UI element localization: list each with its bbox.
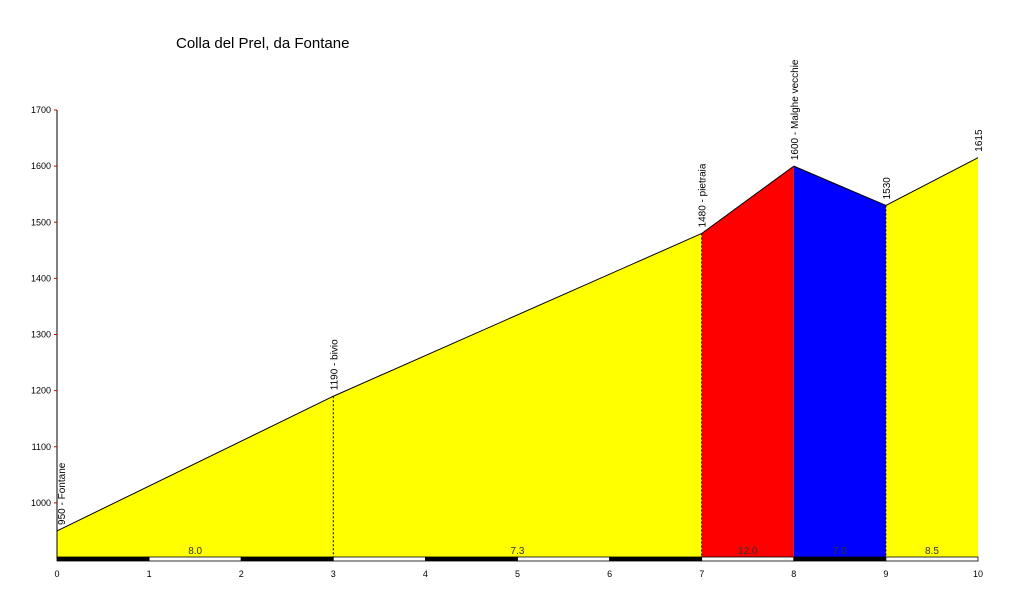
waypoint-label: 950 - Fontane bbox=[57, 462, 68, 525]
x-tick-label: 2 bbox=[239, 569, 244, 579]
x-tick-label: 7 bbox=[699, 569, 704, 579]
x-tick-label: 10 bbox=[973, 569, 983, 579]
y-tick-label: 1300 bbox=[31, 330, 51, 340]
waypoint-label: 1600 - Malghe vecchie bbox=[790, 59, 801, 160]
km-bar bbox=[793, 556, 887, 562]
x-tick-label: 1 bbox=[147, 569, 152, 579]
chart-title: Colla del Prel, da Fontane bbox=[176, 35, 349, 52]
segment-area bbox=[333, 233, 702, 557]
segment-area bbox=[57, 396, 334, 557]
profile-line bbox=[56, 395, 334, 532]
km-bar bbox=[240, 556, 334, 562]
km-bar bbox=[609, 556, 703, 562]
y-tick-label: 1600 bbox=[31, 161, 51, 171]
y-tick-label: 1000 bbox=[31, 498, 51, 508]
km-bar bbox=[424, 556, 518, 562]
segment-area bbox=[701, 166, 794, 557]
x-tick-label: 3 bbox=[331, 569, 336, 579]
profile-line bbox=[333, 233, 702, 397]
profile-line bbox=[701, 165, 795, 234]
x-tick-label: 4 bbox=[423, 569, 428, 579]
gradient-label: 7.3 bbox=[511, 546, 525, 557]
profile-line bbox=[793, 165, 887, 206]
segment-area bbox=[885, 157, 978, 558]
segment-area bbox=[793, 166, 886, 557]
gradient-label: 12.0 bbox=[738, 546, 758, 557]
x-tick-label: 9 bbox=[883, 569, 888, 579]
waypoint-label: 1530 bbox=[882, 177, 893, 200]
y-tick-label: 1500 bbox=[31, 217, 51, 227]
gradient-label: 8.0 bbox=[188, 546, 202, 557]
km-bar bbox=[148, 556, 242, 562]
gradient-label: 8.5 bbox=[925, 546, 939, 557]
y-tick-label: 1700 bbox=[31, 105, 51, 115]
waypoint-label: 1480 - pietraia bbox=[698, 163, 709, 227]
waypoint-label: 1190 - bivio bbox=[329, 339, 340, 390]
km-bar bbox=[56, 556, 150, 562]
y-tick-label: 1100 bbox=[32, 442, 51, 452]
x-tick-label: 6 bbox=[607, 569, 612, 579]
x-tick-label: 5 bbox=[515, 569, 520, 579]
profile-line bbox=[885, 157, 979, 206]
km-bar bbox=[517, 556, 610, 562]
x-tick-label: 8 bbox=[791, 569, 796, 579]
y-tick-label: 1200 bbox=[31, 386, 51, 396]
x-tick-label: 0 bbox=[54, 569, 59, 579]
y-tick-label: 1400 bbox=[31, 273, 51, 283]
km-bar bbox=[332, 556, 426, 562]
km-bar bbox=[701, 556, 795, 562]
waypoint-label: 1615 bbox=[974, 129, 985, 152]
km-bar bbox=[885, 556, 979, 562]
gradient-label: 7.0 bbox=[833, 546, 847, 557]
